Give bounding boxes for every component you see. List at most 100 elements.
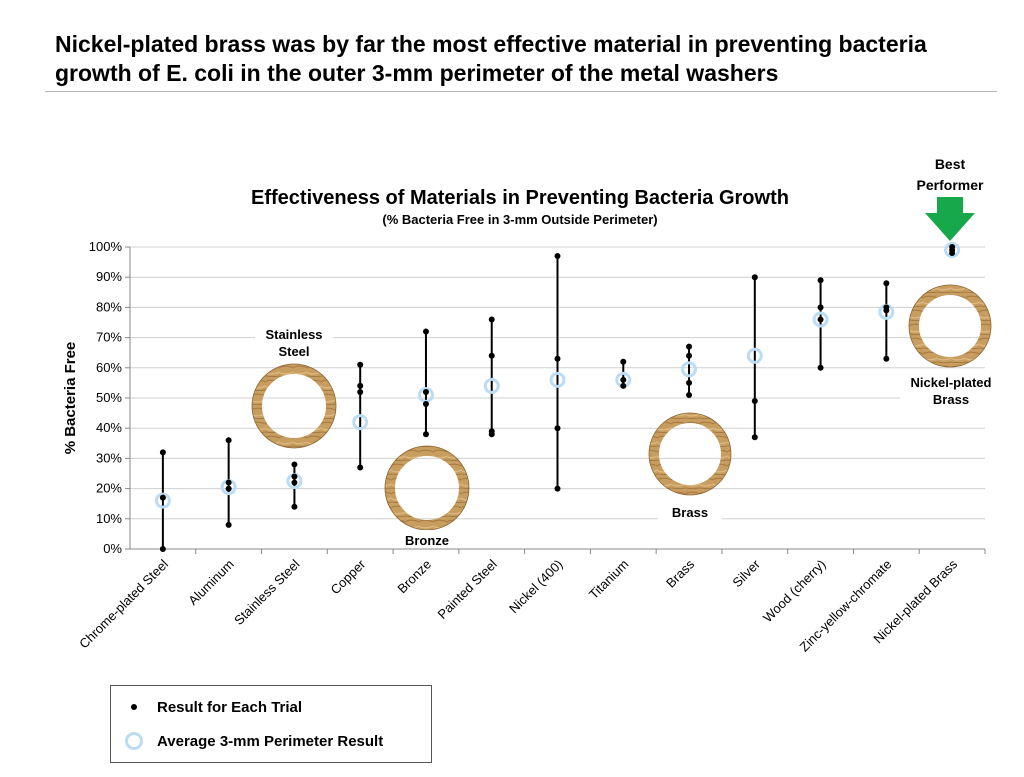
- trial-point: [686, 391, 693, 398]
- average-point: [549, 371, 566, 388]
- trial-point: [620, 376, 627, 383]
- trial-point: [159, 546, 166, 552]
- trial-point: [883, 280, 890, 287]
- x-tick-label: Painted Steel: [435, 556, 500, 621]
- data-series: [154, 242, 961, 552]
- x-tick-label: Chrome-plated Steel: [76, 556, 171, 651]
- y-tick-label: 90%: [96, 269, 122, 284]
- brass-washer-icon: [385, 446, 469, 530]
- down-arrow-icon: [925, 197, 975, 241]
- average-point: [483, 377, 500, 394]
- legend-item-average: Average 3-mm Perimeter Result: [111, 730, 383, 752]
- y-tick-label: 30%: [96, 450, 122, 465]
- trial-point: [225, 437, 232, 444]
- x-tick-label: Wood (cherry): [760, 557, 829, 626]
- y-tick-labels: 0% 10% 20% 30% 40% 50% 60% 70% 80% 90% 100%: [89, 239, 123, 556]
- trial-point: [751, 398, 758, 405]
- best-performer-label-line2: Performer: [917, 177, 984, 193]
- x-tick-label: Silver: [729, 556, 763, 590]
- headline-divider: [45, 91, 997, 92]
- axes: [129, 247, 985, 550]
- trial-point: [620, 358, 627, 365]
- brass-washer-icon: [649, 413, 731, 495]
- trial-point: [554, 485, 561, 492]
- bronze-washer: Bronze: [384, 445, 470, 548]
- legend-item-trial: Result for Each Trial: [111, 696, 302, 718]
- best-performer-callout: Best Performer: [917, 156, 984, 241]
- trial-point: [357, 388, 364, 395]
- trial-point: [751, 274, 758, 281]
- average-point: [812, 311, 829, 328]
- bronze-label: Bronze: [405, 533, 449, 548]
- y-axis-label: % Bacteria Free: [62, 342, 79, 455]
- chart-title: Effectiveness of Materials in Preventing…: [251, 187, 789, 209]
- trial-point: [225, 485, 232, 492]
- y-tick-label: 10%: [96, 511, 122, 526]
- trial-point: [291, 461, 298, 468]
- trial-point: [357, 464, 364, 471]
- trial-point: [686, 379, 693, 386]
- x-tick-label: Bronze: [394, 557, 434, 597]
- trial-point: [817, 277, 824, 284]
- trial-point: [554, 253, 561, 260]
- headline: Nickel-plated brass was by far the most …: [55, 31, 927, 86]
- trial-point: [422, 401, 429, 408]
- trial-point: [554, 355, 561, 362]
- trial-point: [225, 479, 232, 486]
- y-tick-label: 0%: [103, 541, 122, 556]
- brass-washer-icon: [252, 364, 336, 448]
- trial-point: [291, 473, 298, 480]
- trial-point: [159, 449, 166, 456]
- legend-trial-label: Result for Each Trial: [157, 698, 303, 716]
- y-tick-label: 80%: [96, 299, 122, 314]
- x-tick-label: Stainless Steel: [231, 556, 302, 627]
- y-tick-label: 40%: [96, 420, 122, 435]
- legend-average-label: Average 3-mm Perimeter Result: [157, 732, 384, 750]
- average-point: [944, 242, 961, 259]
- y-tick-label: 70%: [96, 330, 122, 345]
- y-tick-label: 20%: [96, 481, 122, 496]
- average-point: [352, 414, 369, 431]
- trial-point: [488, 428, 495, 435]
- trial-point: [949, 244, 956, 250]
- trial-point: [422, 328, 429, 335]
- y-tick-label: 100%: [89, 239, 123, 254]
- trial-point: [291, 479, 298, 486]
- x-tick-label: Copper: [328, 556, 369, 597]
- nickel-plated-brass-label-line2: Brass: [933, 392, 969, 407]
- trial-point: [686, 343, 693, 350]
- trial-point: [357, 361, 364, 368]
- trial-point: [620, 382, 627, 389]
- average-point: [681, 361, 698, 378]
- trial-point: [159, 494, 166, 501]
- chart-subtitle: (% Bacteria Free in 3-mm Outside Perimet…: [382, 212, 657, 227]
- trial-point: [488, 316, 495, 323]
- x-tick-label: Brass: [663, 556, 697, 590]
- trial-point: [488, 352, 495, 359]
- trial-point: [225, 521, 232, 528]
- brass-washer: Brass: [648, 412, 732, 521]
- trial-point: [422, 388, 429, 395]
- average-ring-icon: [125, 732, 143, 750]
- trial-dot-icon: [131, 704, 137, 710]
- trial-point: [817, 304, 824, 311]
- trial-point: [883, 355, 890, 362]
- x-tick-label: Titanium: [586, 557, 632, 603]
- trial-point: [883, 304, 890, 311]
- trial-point: [817, 316, 824, 323]
- trial-point: [291, 503, 298, 510]
- x-tick-label: Aluminum: [185, 557, 236, 608]
- nickel-plated-brass-label-line1: Nickel-plated: [911, 375, 992, 390]
- stainless-steel-washer: Stainless Steel: [251, 323, 337, 449]
- best-performer-label-line1: Best: [935, 156, 966, 172]
- average-point: [746, 347, 763, 364]
- average-point: [154, 492, 171, 509]
- stainless-steel-label-line1: Stainless: [265, 327, 322, 342]
- trial-point: [357, 382, 364, 389]
- x-tick-label: Nickel (400): [506, 557, 566, 617]
- legend: Result for Each Trial Average 3-mm Perim…: [110, 685, 432, 763]
- nickel-plated-brass-washer: Nickel-plated Brass: [900, 284, 1000, 408]
- y-tick-label: 50%: [96, 390, 122, 405]
